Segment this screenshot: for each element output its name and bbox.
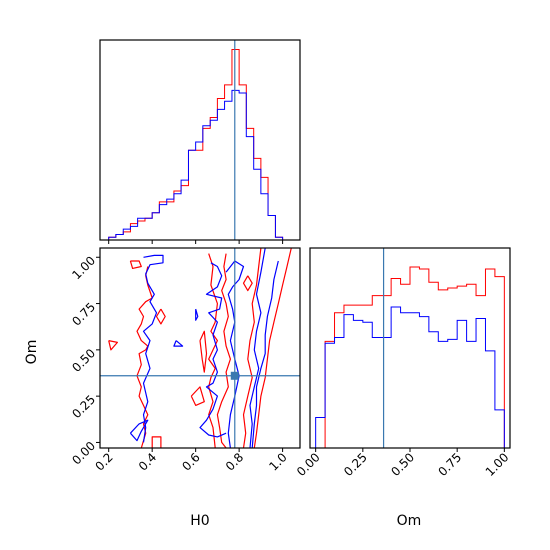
- contour-series-2-line-4: [173, 340, 184, 347]
- om-histogram-x-tick-label-3: 0.50: [388, 450, 417, 479]
- om-histogram-x-tick-label-2: 0.25: [341, 450, 370, 479]
- contour-series-1-line-8: [199, 330, 208, 373]
- h0-histogram-series-2: [108, 89, 284, 240]
- contour-y-axis-label: Om: [24, 340, 40, 365]
- contour-series-2-line-7: [249, 248, 266, 448]
- contour-lines-group: [108, 248, 292, 448]
- h0-histogram-frame: [99, 39, 301, 241]
- contour-series-2-line-5: [199, 262, 227, 438]
- contour-series-1-line-1: [151, 436, 162, 448]
- om-histogram-x-axis-label: Om: [397, 513, 422, 529]
- contour-y-tick-label-5: 1.00: [69, 253, 98, 282]
- contour-x-tick-label-3: 0.6: [179, 450, 202, 473]
- contour-x-tick-label-2: 0.4: [136, 450, 159, 473]
- h0-histogram-series-1: [108, 49, 284, 240]
- contour-series-2-line-8: [251, 260, 279, 448]
- contour-series-1-line-6: [208, 253, 218, 448]
- contour-series-2-line-1: [129, 419, 149, 442]
- contour-series-1-line-7: [216, 253, 231, 448]
- contour-truth-marker: [230, 371, 239, 380]
- contour-series-1-line-4: [155, 308, 166, 325]
- contour-series-1-line-12: [242, 275, 253, 292]
- contour-series-1-line-11: [253, 248, 292, 448]
- histogram-Om-panel: 0.00 0.25 0.50 0.75 1.00: [294, 247, 512, 479]
- om-histogram-series-1: [315, 266, 505, 449]
- contour-y-tick-label-4: 0.75: [69, 300, 98, 329]
- contour-series-1-line-2: [129, 260, 142, 269]
- contour-y-tick-label-3: 0.50: [69, 346, 98, 375]
- contour-series-1-line-9: [190, 386, 205, 406]
- contour-series-2-line-3: [195, 308, 199, 321]
- contour-series-2-line-2: [142, 254, 164, 443]
- contour-x-tick-label-1: 0.2: [92, 450, 115, 473]
- om-histogram-x-tick-label-1: 0.00: [294, 450, 323, 479]
- om-histogram-x-tick-label-4: 0.75: [435, 450, 464, 479]
- om-histogram-x-tick-label-5: 1.00: [483, 450, 512, 479]
- contour-frame: [99, 247, 301, 449]
- contour-y-tick-label-2: 0.25: [69, 392, 98, 421]
- contour-H0-Om-panel: 0.2 0.4 0.6 0.8 1.00.000.250.500.751.00: [69, 247, 301, 474]
- contour-x-tick-label-4: 0.8: [223, 450, 246, 473]
- contour-x-axis-label: H0: [190, 513, 209, 529]
- histogram-H0-panel: [99, 39, 301, 244]
- contour-x-tick-label-5: 1.0: [266, 450, 289, 473]
- om-histogram-series-2: [315, 306, 505, 448]
- contour-series-1-line-5: [108, 340, 119, 351]
- contour-series-1-line-10: [242, 248, 262, 448]
